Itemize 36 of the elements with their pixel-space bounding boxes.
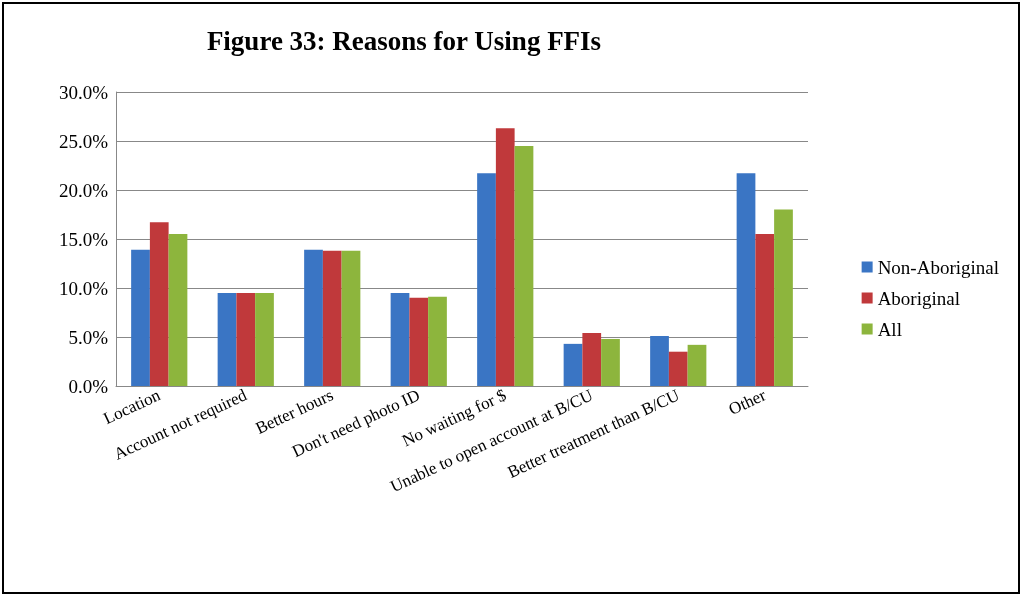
y-tick-label: 30.0% bbox=[58, 81, 109, 103]
bar bbox=[131, 249, 150, 386]
bar bbox=[495, 128, 515, 386]
y-tick-label: 5.0% bbox=[68, 326, 109, 348]
bar bbox=[304, 249, 323, 386]
bar bbox=[409, 297, 429, 386]
bar bbox=[149, 222, 169, 386]
bar bbox=[255, 292, 274, 386]
bar bbox=[650, 336, 669, 386]
legend-label: Non-Aboriginal bbox=[877, 256, 1000, 278]
y-tick-label: 10.0% bbox=[58, 277, 109, 299]
bar bbox=[217, 292, 237, 386]
bar bbox=[428, 296, 447, 386]
y-tick-label: 25.0% bbox=[58, 130, 109, 152]
bar bbox=[774, 209, 793, 386]
bar bbox=[601, 338, 620, 386]
bar bbox=[736, 173, 756, 386]
bar bbox=[390, 292, 410, 386]
bar bbox=[668, 351, 688, 386]
y-tick-label: 15.0% bbox=[58, 228, 109, 250]
bar bbox=[563, 343, 583, 386]
bar bbox=[582, 333, 602, 386]
bar bbox=[168, 234, 188, 386]
bar bbox=[687, 344, 707, 386]
chart-title: Figure 33: Reasons for Using FFIs bbox=[206, 25, 602, 56]
y-tick-label: 0.0% bbox=[68, 375, 109, 397]
y-tick-label: 20.0% bbox=[58, 179, 109, 201]
x-tick-label: Other bbox=[725, 385, 770, 419]
legend-label: Aboriginal bbox=[877, 287, 960, 309]
bar bbox=[236, 292, 256, 386]
bar bbox=[341, 250, 361, 386]
bar bbox=[755, 234, 775, 386]
legend-label: All bbox=[877, 318, 902, 340]
bar bbox=[477, 173, 496, 386]
bar bbox=[322, 250, 342, 386]
bar bbox=[514, 145, 534, 386]
